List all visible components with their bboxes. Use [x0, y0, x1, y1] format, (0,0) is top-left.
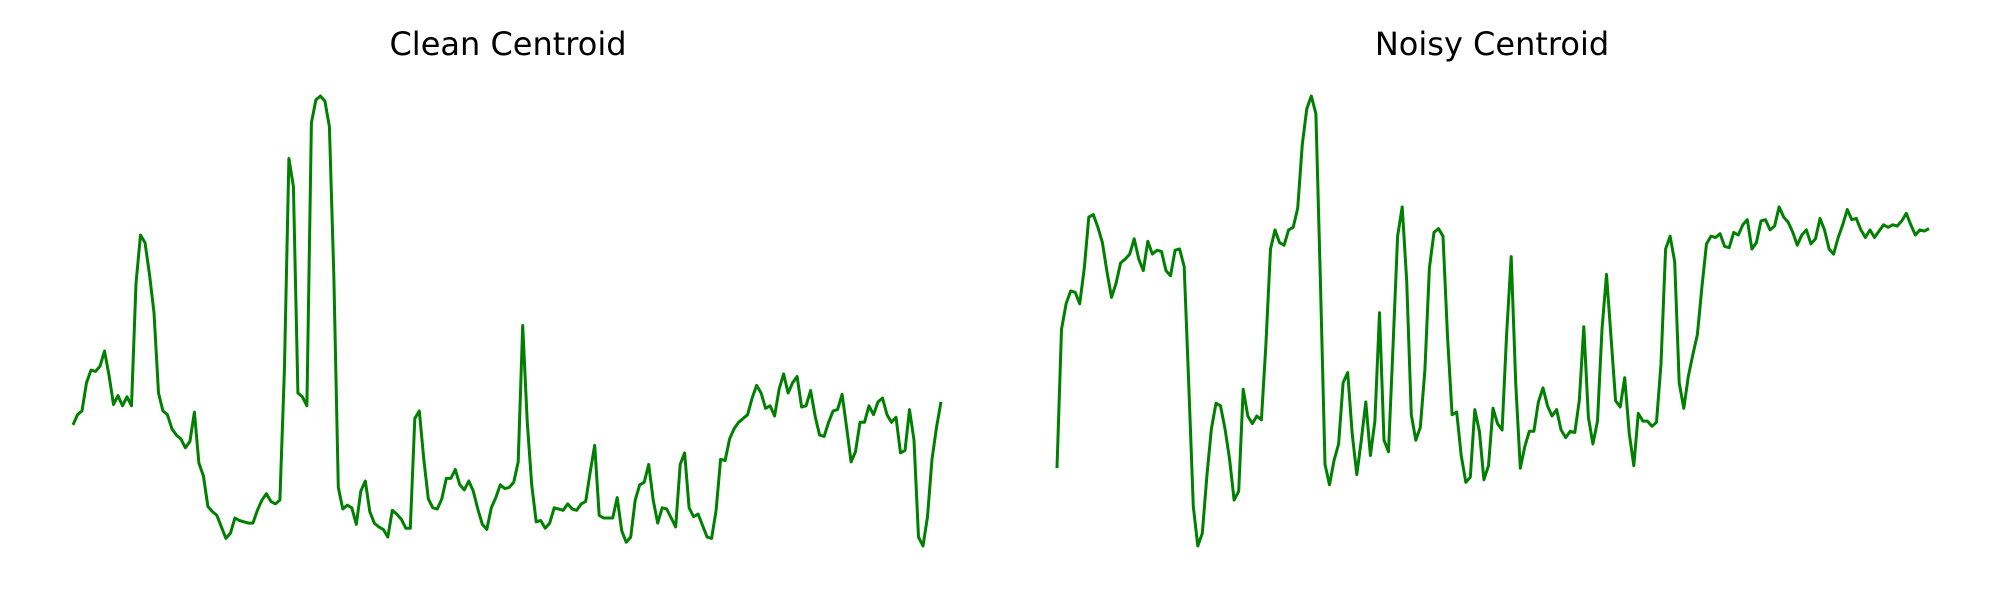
chart-title: Noisy Centroid: [1375, 25, 1609, 63]
data-line: [71, 94, 943, 548]
data-line: [1055, 94, 1930, 548]
chart-title: Clean Centroid: [389, 25, 626, 63]
